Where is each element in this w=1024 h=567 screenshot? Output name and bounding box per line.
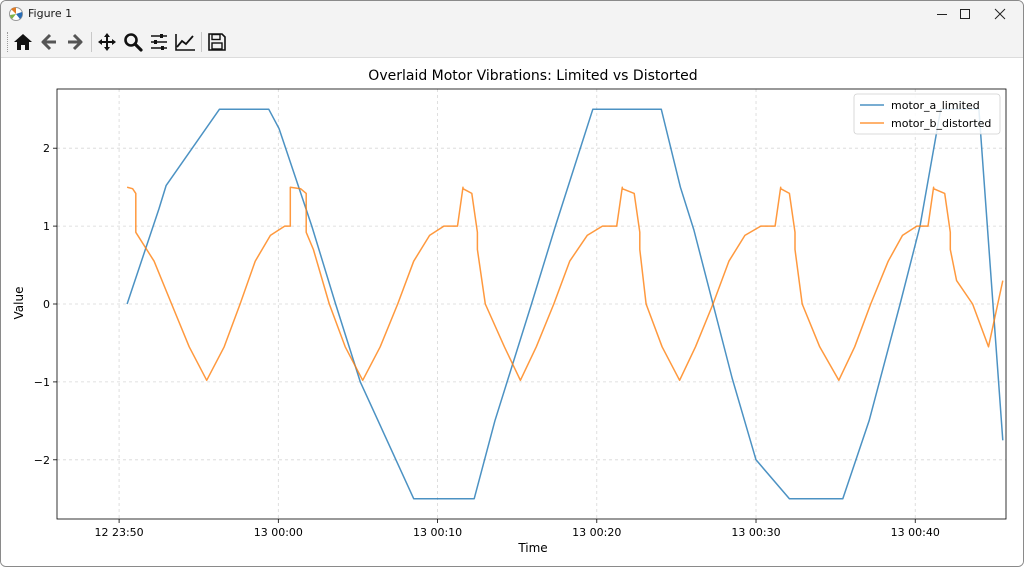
forward-button[interactable] bbox=[63, 30, 87, 54]
magnifier-icon bbox=[124, 33, 143, 52]
y-axis-label: Value bbox=[12, 287, 26, 320]
home-button[interactable] bbox=[11, 30, 35, 54]
x-tick-label: 12 23:50 bbox=[94, 526, 143, 539]
window-title: Figure 1 bbox=[28, 7, 73, 20]
sliders-icon bbox=[151, 34, 167, 50]
chart-title: Overlaid Motor Vibrations: Limited vs Di… bbox=[368, 68, 697, 84]
legend-label: motor_b_distorted bbox=[891, 117, 991, 130]
series-layer bbox=[126, 108, 1004, 500]
edit-axis-button[interactable] bbox=[173, 30, 197, 54]
grid-lines bbox=[57, 89, 1006, 519]
y-tick-label: 2 bbox=[43, 142, 50, 155]
arrow-left-icon bbox=[41, 33, 56, 51]
close-button[interactable] bbox=[977, 1, 1023, 27]
toolbar-divider bbox=[91, 32, 92, 52]
figure-canvas[interactable]: Overlaid Motor Vibrations: Limited vs Di… bbox=[1, 58, 1023, 566]
back-button[interactable] bbox=[37, 30, 61, 54]
x-tick-label: 13 00:30 bbox=[731, 526, 780, 539]
y-tick-label: −1 bbox=[34, 376, 50, 389]
series-line-motor_b_distorted bbox=[126, 186, 1004, 382]
title-bar: Figure 1 bbox=[1, 1, 1023, 27]
x-tick-label: 13 00:00 bbox=[254, 526, 303, 539]
y-tick-label: −2 bbox=[34, 454, 50, 467]
minimize-button[interactable] bbox=[919, 1, 965, 27]
move-icon bbox=[98, 33, 116, 51]
x-axis-label: Time bbox=[517, 541, 547, 555]
pan-button[interactable] bbox=[95, 30, 119, 54]
series-line-motor_a_limited bbox=[126, 108, 1004, 500]
chart[interactable]: Overlaid Motor Vibrations: Limited vs Di… bbox=[1, 58, 1023, 566]
x-tick-label: 13 00:10 bbox=[413, 526, 462, 539]
x-tick-label: 13 00:40 bbox=[891, 526, 940, 539]
navigation-toolbar bbox=[1, 27, 1023, 58]
toolbar-divider bbox=[201, 32, 202, 52]
arrow-right-icon bbox=[68, 33, 83, 51]
zoom-button[interactable] bbox=[121, 30, 145, 54]
legend-box bbox=[853, 93, 1001, 135]
minimize-icon bbox=[937, 14, 947, 15]
save-button[interactable] bbox=[205, 30, 229, 54]
toolbar-grip bbox=[7, 32, 10, 52]
home-icon bbox=[14, 34, 32, 50]
legend: motor_a_limited motor_b_distorted bbox=[853, 93, 1001, 135]
matplotlib-logo-icon bbox=[9, 7, 23, 21]
close-icon bbox=[994, 8, 1006, 20]
y-tick-label: 1 bbox=[43, 220, 50, 233]
configure-subplots-button[interactable] bbox=[147, 30, 171, 54]
axis-ticks: 12 23:50 13 00:00 13 00:10 13 00:20 13 00:30… bbox=[34, 142, 940, 539]
x-tick-label: 13 00:20 bbox=[572, 526, 621, 539]
y-tick-label: 0 bbox=[43, 298, 50, 311]
maximize-icon bbox=[960, 9, 970, 19]
line-chart-icon bbox=[175, 34, 195, 51]
floppy-disk-icon bbox=[208, 33, 226, 51]
legend-label: motor_a_limited bbox=[891, 99, 980, 112]
maximize-button[interactable] bbox=[942, 1, 988, 27]
